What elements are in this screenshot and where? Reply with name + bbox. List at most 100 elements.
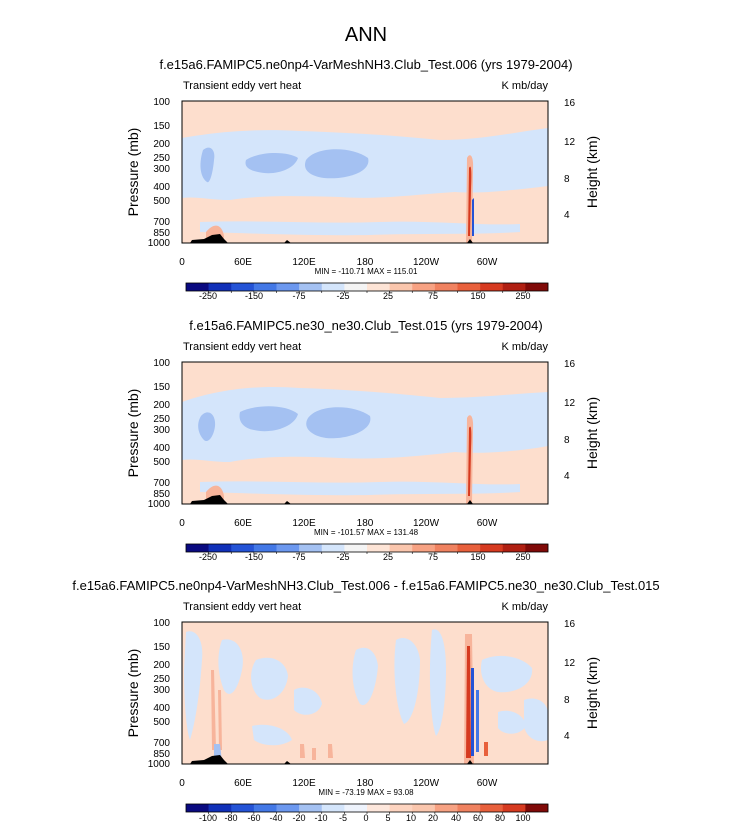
colorbar-swatch [525,283,549,291]
y-tick-label: 300 [153,425,170,436]
colorbar-swatch [231,544,255,552]
colorbar-swatch [231,283,255,291]
y-tick-label: 850 [153,749,170,760]
colorbar-swatch [321,804,345,812]
y-axis-label: Pressure (mb) [125,128,141,217]
negative-patch [394,638,420,724]
plot-frame [181,361,549,505]
topography [190,755,473,764]
colorbar-swatch [321,544,345,552]
colorbar-swatch [253,283,277,291]
contour-field [182,101,548,243]
panel-control: f.e15a6.FAMIPC5.ne30_ne30.Club_Test.015 … [125,318,600,562]
plot-frame [181,621,549,765]
colorbar-label: 20 [428,813,438,823]
y2-tick-label: 16 [564,359,576,370]
y-tick-label: 500 [153,196,170,207]
contour-field [182,622,548,764]
negative-core-1 [200,147,215,183]
jet-strong [466,646,471,758]
colorbar [185,282,549,293]
topography [190,495,473,504]
colorbar-swatch [412,283,436,291]
colorbar-swatch [208,544,232,552]
y-axis-label: Pressure (mb) [125,389,141,478]
positive-streak [211,670,216,750]
y-tick-label: 700 [153,478,170,489]
colorbar-label: 150 [470,291,485,301]
y-tick-label: 250 [153,674,170,685]
y2-axis-label: Height (km) [584,397,600,469]
x-tick-label: 60W [477,518,498,529]
y-tick-label: 850 [153,228,170,239]
y-tick-label: 150 [153,642,170,653]
jet-strong [468,426,472,496]
positive-streak [312,748,316,760]
x-tick-label: 120W [413,257,440,268]
y-tick-label: 1000 [148,759,171,770]
panel-title: f.e15a6.FAMIPC5.ne0np4-VarMeshNH3.Club_T… [72,578,659,593]
min-max-stats: MIN = -101.57 MAX = 131.48 [314,528,419,537]
negative-core-2 [245,153,298,174]
min-max-stats: MIN = -110.71 MAX = 115.01 [315,267,418,276]
colorbar-labels: -250 -150 -75 -25 25 75 150 250 [199,552,531,562]
colorbar-swatch [434,283,458,291]
plot-frame [181,100,549,244]
y-tick-label: 200 [153,400,170,411]
jet-strong [468,166,472,236]
colorbar-label: 250 [515,291,530,301]
y-tick-label: 200 [153,139,170,150]
x-tick-label: 60E [234,257,252,268]
x-tick-label: 180 [357,518,374,529]
colorbar-label: 25 [383,291,393,301]
colorbar-swatch [389,544,413,552]
colorbar-label: -250 [199,291,217,301]
y-tick-label: 100 [153,97,170,108]
negative-patch [251,657,288,700]
y-tick-label: 200 [153,660,170,671]
colorbar-swatch [480,283,504,291]
negative-patch [498,710,526,734]
colorbar-swatch [502,544,526,552]
colorbar-swatch [480,544,504,552]
negative-region-lower [200,221,520,236]
topography [190,234,473,243]
negative-core-3 [304,149,369,179]
colorbar-label: -80 [224,813,237,823]
x-tick-label: 180 [357,257,374,268]
colorbar-label: -25 [336,291,349,301]
colorbar-label: -250 [199,552,217,562]
y2-tick-label: 16 [564,98,576,109]
x-tick-label: 0 [179,518,185,529]
y-tick-label: 300 [153,685,170,696]
colorbar-label: -10 [314,813,327,823]
colorbar-label: -100 [199,813,217,823]
colorbar-swatch [389,804,413,812]
colorbar-swatch [276,544,300,552]
negative-core-1 [198,412,216,442]
y-tick-label: 500 [153,457,170,468]
y-tick-label: 300 [153,164,170,175]
colorbar-label: 5 [385,813,390,823]
figure-title: ANN [345,24,387,46]
colorbar-labels: -100 -80 -60 -40 -20 -10 -5 0 5 10 20 40… [199,813,531,823]
y2-tick-label: 12 [564,658,576,669]
y2-tick-label: 4 [564,210,570,221]
colorbar-swatch [412,544,436,552]
x-tick-label: 60W [477,778,498,789]
colorbar-label: 25 [383,552,393,562]
colorbar-label: 150 [470,552,485,562]
panel-title: f.e15a6.FAMIPC5.ne30_ne30.Club_Test.015 … [189,318,542,333]
colorbar-swatch [344,804,368,812]
panel-difference: f.e15a6.FAMIPC5.ne0np4-VarMeshNH3.Club_T… [72,578,659,823]
colorbar-swatch [525,804,549,812]
colorbar [185,803,549,814]
units-label: K mb/day [502,341,549,353]
colorbar-label: 250 [515,552,530,562]
colorbar-swatch [367,283,390,291]
y2-axis-label: Height (km) [584,136,600,208]
jet-negative-flank [471,668,474,756]
x-tick-label: 60E [234,778,252,789]
units-label: K mb/day [502,601,549,613]
negative-patch [480,655,533,693]
